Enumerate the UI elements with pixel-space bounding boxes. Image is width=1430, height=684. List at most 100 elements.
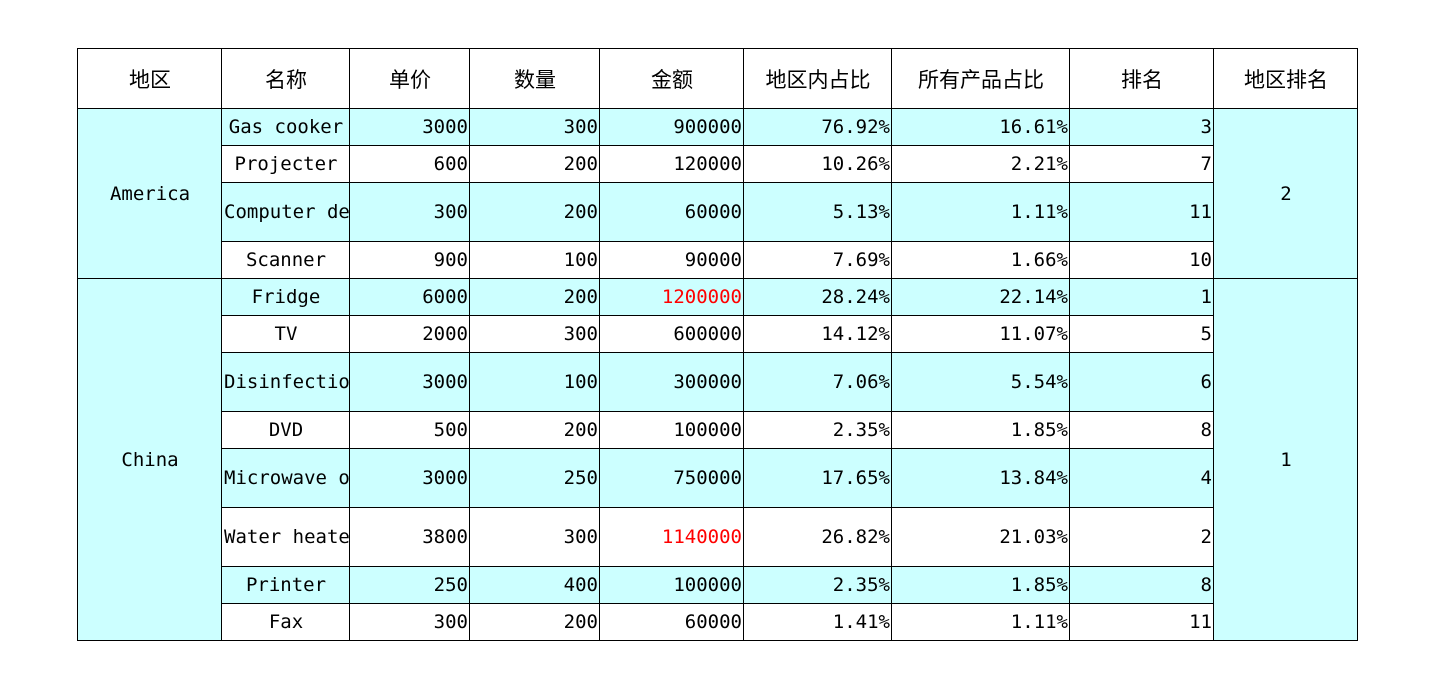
unit-price-cell[interactable]: 6000 [349,278,470,316]
unit-price-cell[interactable]: 3000 [349,448,470,508]
region-share-cell[interactable]: 28.24% [743,278,892,316]
product-name-cell[interactable]: Scanner [221,241,350,279]
product-name-cell[interactable]: Printer [221,566,350,604]
header-total-share[interactable]: 所有产品占比 [891,48,1070,109]
unit-price-cell[interactable]: 250 [349,566,470,604]
product-name-cell[interactable]: DVD [221,411,350,449]
total-share-cell[interactable]: 1.85% [891,411,1070,449]
region-share-cell[interactable]: 26.82% [743,507,892,567]
region-share-cell[interactable]: 2.35% [743,566,892,604]
total-share-cell[interactable]: 16.61% [891,108,1070,146]
unit-price-cell[interactable]: 300 [349,182,470,242]
quantity-cell[interactable]: 100 [469,352,600,412]
quantity-cell[interactable]: 200 [469,411,600,449]
product-name-cell[interactable]: Gas cooker [221,108,350,146]
region-share-cell[interactable]: 2.35% [743,411,892,449]
amount-cell[interactable]: 750000 [599,448,744,508]
product-name-cell[interactable]: Fridge [221,278,350,316]
header-rank[interactable]: 排名 [1069,48,1214,109]
rank-cell[interactable]: 7 [1069,145,1214,183]
amount-cell[interactable]: 300000 [599,352,744,412]
quantity-cell[interactable]: 300 [469,108,600,146]
quantity-cell[interactable]: 100 [469,241,600,279]
rank-cell[interactable]: 5 [1069,315,1214,353]
region-share-cell[interactable]: 14.12% [743,315,892,353]
product-name-cell[interactable]: Water heater [221,507,350,567]
quantity-cell[interactable]: 250 [469,448,600,508]
unit-price-cell[interactable]: 600 [349,145,470,183]
region-share-cell[interactable]: 7.69% [743,241,892,279]
total-share-cell[interactable]: 1.11% [891,182,1070,242]
region-cell-china[interactable]: China [77,278,222,641]
unit-price-cell[interactable]: 500 [349,411,470,449]
total-share-cell[interactable]: 13.84% [891,448,1070,508]
quantity-cell[interactable]: 200 [469,145,600,183]
rank-cell[interactable]: 10 [1069,241,1214,279]
amount-cell[interactable]: 90000 [599,241,744,279]
quantity-cell[interactable]: 300 [469,507,600,567]
product-name-cell[interactable]: Disinfection cabinet [221,352,350,412]
region-share-cell[interactable]: 76.92% [743,108,892,146]
table-row: Computer dest 300 200 60000 5.13% 1.11% … [78,182,1358,242]
rank-cell[interactable]: 1 [1069,278,1214,316]
product-name-cell[interactable]: Microwave oven [221,448,350,508]
product-name-cell[interactable]: TV [221,315,350,353]
amount-cell[interactable]: 60000 [599,603,744,641]
rank-cell[interactable]: 11 [1069,603,1214,641]
unit-price-cell[interactable]: 300 [349,603,470,641]
total-share-cell[interactable]: 1.85% [891,566,1070,604]
amount-cell[interactable]: 600000 [599,315,744,353]
header-region-share[interactable]: 地区内占比 [743,48,892,109]
region-share-cell[interactable]: 5.13% [743,182,892,242]
quantity-cell[interactable]: 200 [469,182,600,242]
header-name[interactable]: 名称 [221,48,350,109]
product-name-cell[interactable]: Projecter [221,145,350,183]
amount-cell[interactable]: 60000 [599,182,744,242]
rank-cell[interactable]: 8 [1069,411,1214,449]
quantity-cell[interactable]: 200 [469,278,600,316]
quantity-cell[interactable]: 400 [469,566,600,604]
total-share-cell[interactable]: 1.11% [891,603,1070,641]
header-amount[interactable]: 金额 [599,48,744,109]
region-cell-america[interactable]: America [77,108,222,279]
amount-cell[interactable]: 100000 [599,566,744,604]
amount-cell[interactable]: 120000 [599,145,744,183]
unit-price-cell[interactable]: 3000 [349,352,470,412]
rank-cell[interactable]: 8 [1069,566,1214,604]
unit-price-cell[interactable]: 3000 [349,108,470,146]
region-rank-cell-china[interactable]: 1 [1213,278,1358,641]
region-rank-cell-america[interactable]: 2 [1213,108,1358,279]
amount-cell-highlighted[interactable]: 1200000 [599,278,744,316]
total-share-cell[interactable]: 5.54% [891,352,1070,412]
region-share-cell[interactable]: 10.26% [743,145,892,183]
header-region-rank[interactable]: 地区排名 [1213,48,1358,109]
total-share-cell[interactable]: 22.14% [891,278,1070,316]
rank-cell[interactable]: 6 [1069,352,1214,412]
rank-cell[interactable]: 3 [1069,108,1214,146]
total-share-cell[interactable]: 21.03% [891,507,1070,567]
amount-cell-highlighted[interactable]: 1140000 [599,507,744,567]
product-name-cell[interactable]: Computer dest [221,182,350,242]
rank-cell[interactable]: 11 [1069,182,1214,242]
header-quantity[interactable]: 数量 [469,48,600,109]
product-name-cell[interactable]: Fax [221,603,350,641]
unit-price-cell[interactable]: 2000 [349,315,470,353]
total-share-cell[interactable]: 11.07% [891,315,1070,353]
region-share-cell[interactable]: 1.41% [743,603,892,641]
quantity-cell[interactable]: 200 [469,603,600,641]
header-unit-price[interactable]: 单价 [349,48,470,109]
table-row: DVD 500 200 100000 2.35% 1.85% 8 [78,411,1358,449]
amount-cell[interactable]: 900000 [599,108,744,146]
unit-price-cell[interactable]: 3800 [349,507,470,567]
region-share-cell[interactable]: 17.65% [743,448,892,508]
table-row: Disinfection cabinet 3000 100 300000 7.0… [78,352,1358,412]
header-region[interactable]: 地区 [77,48,222,109]
rank-cell[interactable]: 4 [1069,448,1214,508]
total-share-cell[interactable]: 1.66% [891,241,1070,279]
amount-cell[interactable]: 100000 [599,411,744,449]
quantity-cell[interactable]: 300 [469,315,600,353]
unit-price-cell[interactable]: 900 [349,241,470,279]
rank-cell[interactable]: 2 [1069,507,1214,567]
region-share-cell[interactable]: 7.06% [743,352,892,412]
total-share-cell[interactable]: 2.21% [891,145,1070,183]
